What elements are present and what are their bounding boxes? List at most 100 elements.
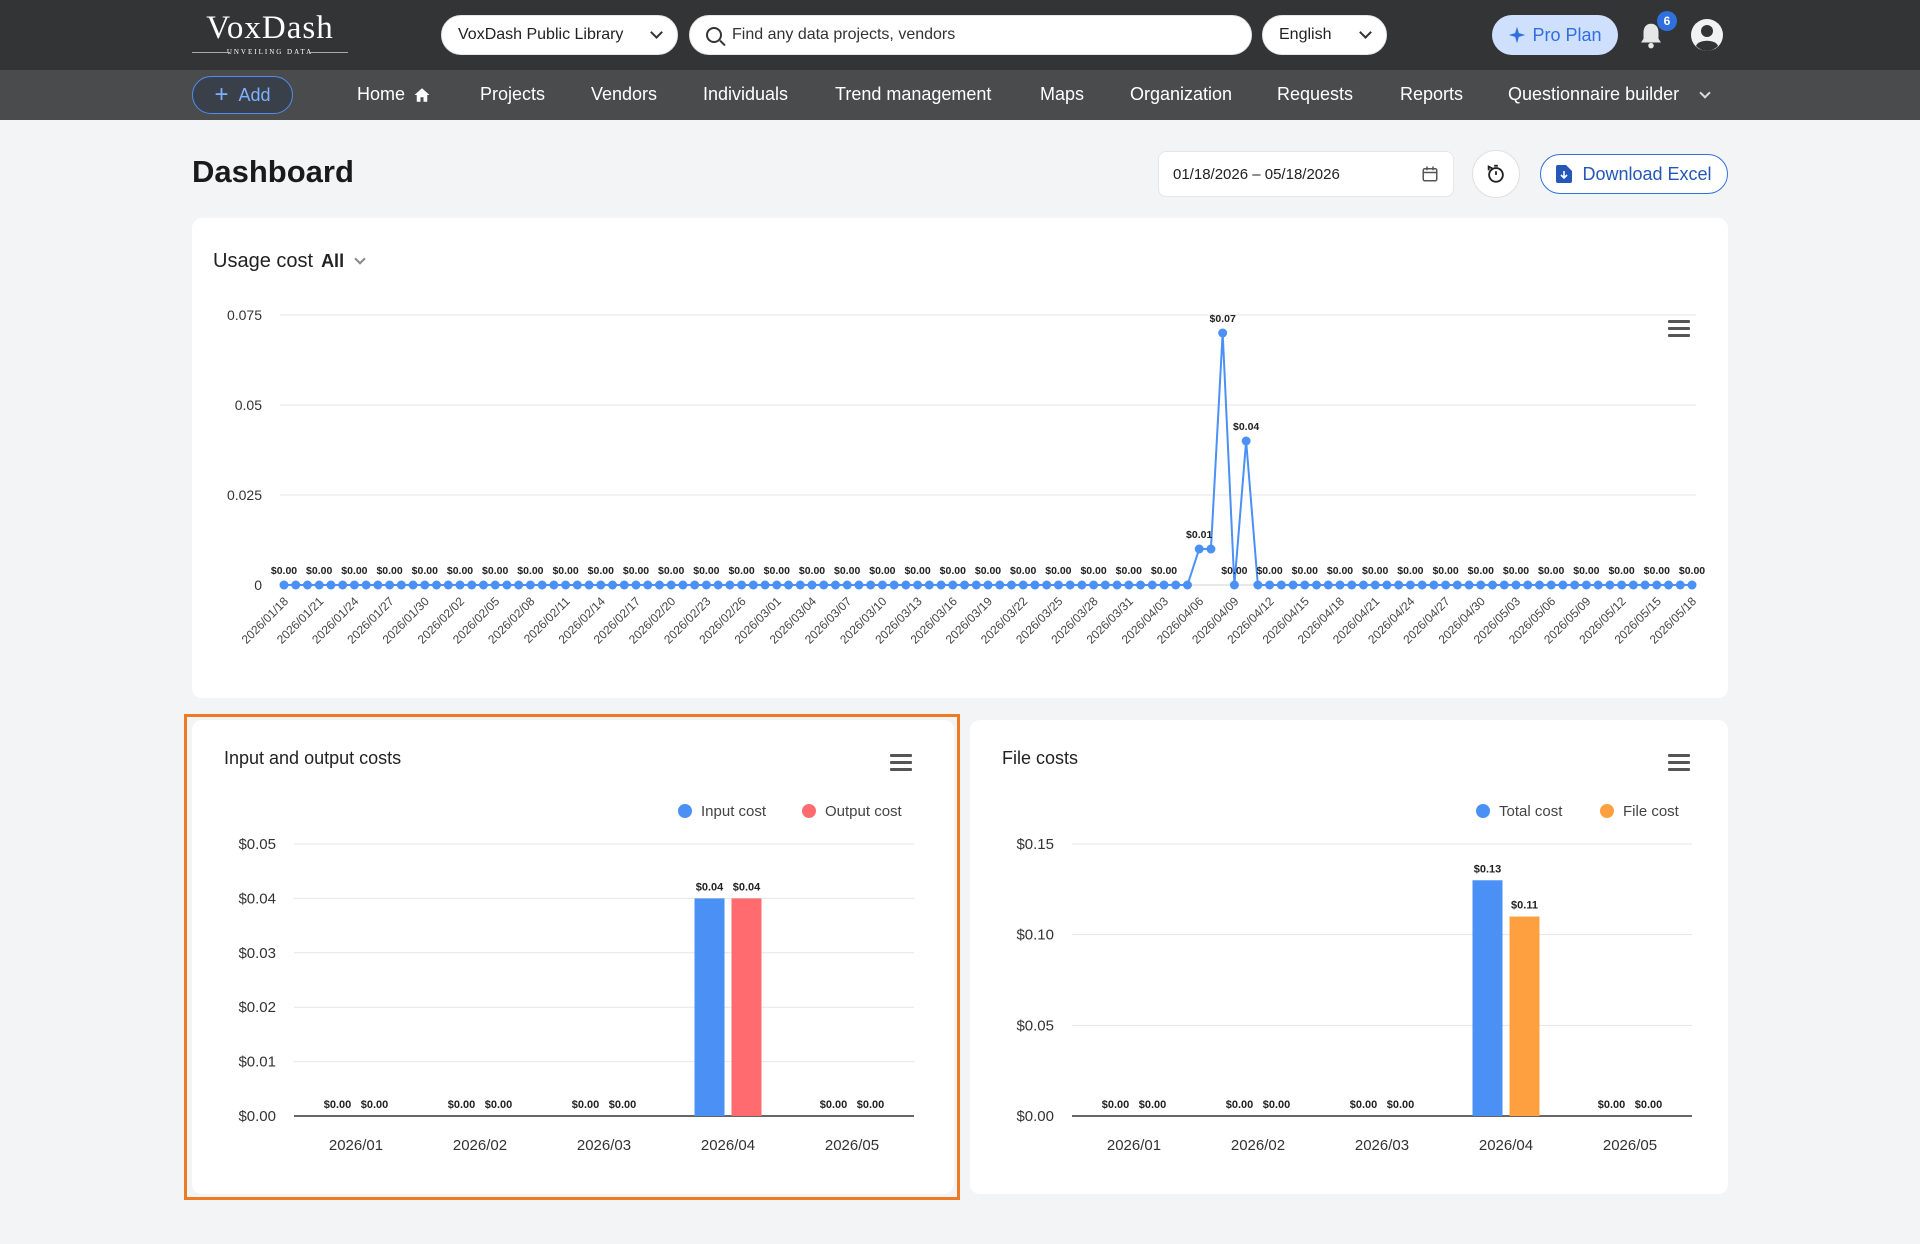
nav-label: Reports: [1400, 84, 1464, 104]
data-label: $0.00: [1432, 565, 1458, 577]
date-range-picker[interactable]: 01/18/2026 – 05/18/2026: [1158, 151, 1454, 197]
data-point: [889, 580, 899, 590]
top-bar: VoxDash UNVEILING DATA VoxDash Public Li…: [0, 0, 1920, 70]
search-box[interactable]: Find any data projects, vendors: [689, 15, 1252, 55]
data-label: $0.00: [324, 1099, 352, 1111]
data-point: [1100, 580, 1110, 590]
nav-label: Projects: [480, 84, 546, 104]
usage-filter-select[interactable]: All: [321, 251, 345, 271]
data-point: [1288, 580, 1298, 590]
data-point: [666, 580, 676, 590]
data-point: [1358, 580, 1368, 590]
nav-item-vendors[interactable]: Vendors: [591, 84, 657, 105]
data-point: [1347, 580, 1357, 590]
brand-name: VoxDash: [206, 10, 334, 46]
search-input[interactable]: Find any data projects, vendors: [732, 26, 956, 43]
y-tick-label: $0.03: [238, 945, 276, 962]
data-point: [1265, 580, 1275, 590]
data-point: [596, 580, 606, 590]
reset-range-button[interactable]: [1472, 150, 1520, 198]
data-point: [432, 580, 442, 590]
brand-logo[interactable]: VoxDash UNVEILING DATA: [190, 10, 350, 60]
data-point: [1687, 580, 1697, 590]
data-point: [1394, 580, 1404, 590]
data-label: $0.00: [271, 565, 297, 577]
data-point: [877, 580, 887, 590]
usage-cost-title: Usage cost: [213, 250, 314, 272]
data-point: [1006, 580, 1016, 590]
data-point: [901, 580, 911, 590]
data-label: $0.00: [1679, 565, 1705, 577]
data-point: [490, 580, 500, 590]
x-tick-label: 2026/05: [825, 1137, 879, 1154]
input-output-costs-card: Input and output costs $0.00 $0.01 $0.02 $0…: [192, 720, 954, 1194]
data-point: [1417, 580, 1427, 590]
data-point: [1053, 580, 1063, 590]
data-point: [1441, 580, 1451, 590]
data-point: [960, 580, 970, 590]
nav-item-organization[interactable]: Organization: [1130, 84, 1232, 105]
chart-menu-icon[interactable]: [1668, 320, 1690, 338]
data-point: [1405, 580, 1415, 590]
data-label: $0.00: [728, 565, 754, 577]
nav-item-home[interactable]: Home: [357, 84, 431, 105]
nav-item-requests[interactable]: Requests: [1277, 84, 1353, 105]
data-point: [1523, 580, 1533, 590]
data-point: [525, 580, 535, 590]
x-tick-label: 2026/02: [1231, 1137, 1285, 1154]
data-point: [1042, 580, 1052, 590]
y-tick-label: 0.05: [235, 397, 262, 413]
language-value: English: [1279, 26, 1332, 43]
sparkle-icon: [1509, 26, 1526, 44]
nav-item-projects[interactable]: Projects: [480, 84, 545, 105]
data-point: [537, 580, 547, 590]
legend-entry: Input cost: [701, 803, 767, 820]
data-point: [1382, 580, 1392, 590]
nav-item-individuals[interactable]: Individuals: [703, 84, 788, 105]
data-point: [385, 580, 395, 590]
legend-marker: [1600, 804, 1614, 818]
download-excel-button[interactable]: Download Excel: [1540, 154, 1728, 194]
data-label: $0.00: [1102, 1099, 1130, 1111]
y-tick-label: $0.02: [238, 999, 276, 1016]
x-tick-label: 2026/04: [701, 1137, 755, 1154]
nav-label: Home: [357, 84, 406, 104]
calendar-icon: [1422, 166, 1438, 182]
data-label: $0.00: [1327, 565, 1353, 577]
legend-entry: Total cost: [1499, 803, 1563, 820]
data-label: $0.00: [1387, 1099, 1415, 1111]
add-button[interactable]: + Add: [192, 76, 293, 114]
home-icon: [414, 87, 430, 102]
data-point: [1628, 580, 1638, 590]
data-label: $0.00: [376, 565, 402, 577]
data-label: $0.00: [658, 565, 684, 577]
user-icon[interactable]: [1690, 18, 1724, 52]
nav-label: Vendors: [591, 84, 658, 104]
y-tick-label: $0.04: [238, 890, 276, 907]
library-select[interactable]: VoxDash Public Library: [441, 15, 678, 55]
data-point: [1323, 580, 1333, 590]
bar-total-cost: [1472, 880, 1503, 1116]
x-tick-label: 2026/04: [1479, 1137, 1533, 1154]
nav-item-reports[interactable]: Reports: [1400, 84, 1463, 105]
data-point: [1558, 580, 1568, 590]
data-point: [936, 580, 946, 590]
pro-plan-button[interactable]: Pro Plan: [1492, 15, 1618, 55]
data-point: [690, 580, 700, 590]
data-point: [1030, 580, 1040, 590]
data-point: [349, 580, 359, 590]
data-label: $0.00: [799, 565, 825, 577]
nav-item-questionnaire-builder[interactable]: Questionnaire builder: [1508, 84, 1711, 105]
data-point: [291, 580, 301, 590]
chart-menu-icon[interactable]: [1668, 754, 1690, 772]
y-tick-label: $0.15: [1016, 836, 1054, 853]
nav-item-trend-management[interactable]: Trend management: [835, 84, 991, 105]
language-select[interactable]: English: [1262, 15, 1387, 55]
nav-item-maps[interactable]: Maps: [1040, 84, 1084, 105]
data-point: [1570, 580, 1580, 590]
data-label: $0.00: [1538, 565, 1564, 577]
data-label: $0.00: [1139, 1099, 1167, 1111]
chart-menu-icon[interactable]: [890, 754, 912, 772]
data-point: [1429, 580, 1439, 590]
bell-icon[interactable]: [1636, 20, 1666, 50]
